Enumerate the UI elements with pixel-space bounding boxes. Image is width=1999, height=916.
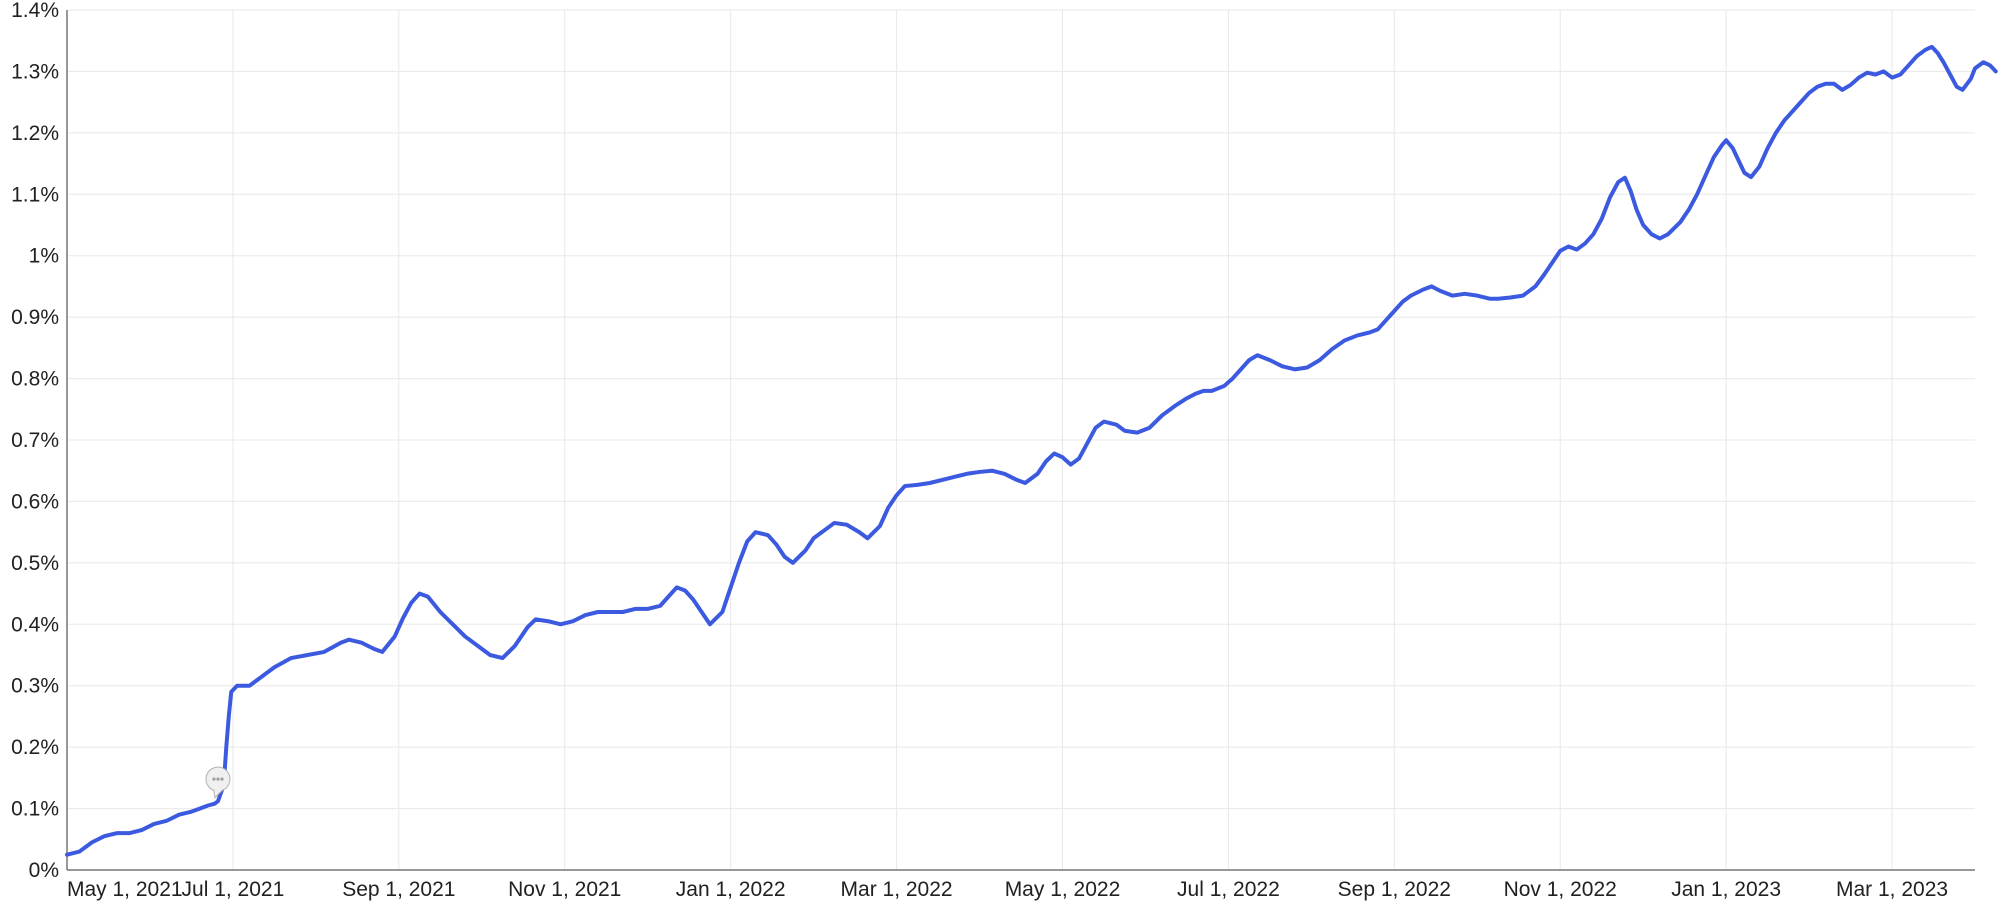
y-tick-label: 0.7% [11,429,59,452]
data-series-line [67,47,1996,855]
x-tick-label: Nov 1, 2022 [1504,878,1617,901]
y-tick-label: 1% [29,245,59,268]
annotation-dot [216,777,219,780]
x-tick-label: Nov 1, 2021 [508,878,621,901]
y-tick-label: 1.3% [11,60,59,83]
y-tick-label: 0% [29,859,59,882]
x-tick-label: Mar 1, 2022 [841,878,953,901]
line-chart: 0% 0.1% 0.2% 0.3% 0.4% 0.5% 0.6% 0.7% 0.8% 0.9% 1%… [0,0,1999,916]
x-tick-label: Jan 1, 2023 [1671,878,1781,901]
y-tick-label: 0.2% [11,736,59,759]
x-tick-label: Sep 1, 2021 [342,878,455,901]
annotation-dot [220,777,223,780]
y-tick-label: 0.9% [11,306,59,329]
chart-svg: 0% 0.1% 0.2% 0.3% 0.4% 0.5% 0.6% 0.7% 0.8% 0.9% 1%… [0,0,1999,916]
x-tick-label: Jul 1, 2021 [182,878,285,901]
annotation-dot [212,777,215,780]
x-tick-label: Mar 1, 2023 [1836,878,1948,901]
x-tick-label: Jan 1, 2022 [676,878,786,901]
y-tick-label: 1.1% [11,183,59,206]
x-tick-label: Jul 1, 2022 [1177,878,1280,901]
annotation-bubble-icon[interactable] [206,767,230,798]
y-tick-label: 1.2% [11,122,59,145]
y-tick-label: 0.3% [11,675,59,698]
y-tick-label: 0.8% [11,368,59,391]
y-tick-label: 0.1% [11,798,59,821]
y-tick-label: 0.4% [11,613,59,636]
x-tick-label: May 1, 2022 [1005,878,1121,901]
x-tick-label: May 1, 2021 [67,878,183,901]
y-tick-label: 1.4% [11,0,59,22]
y-tick-label: 0.6% [11,490,59,513]
y-tick-label: 0.5% [11,552,59,575]
x-tick-label: Sep 1, 2022 [1338,878,1451,901]
